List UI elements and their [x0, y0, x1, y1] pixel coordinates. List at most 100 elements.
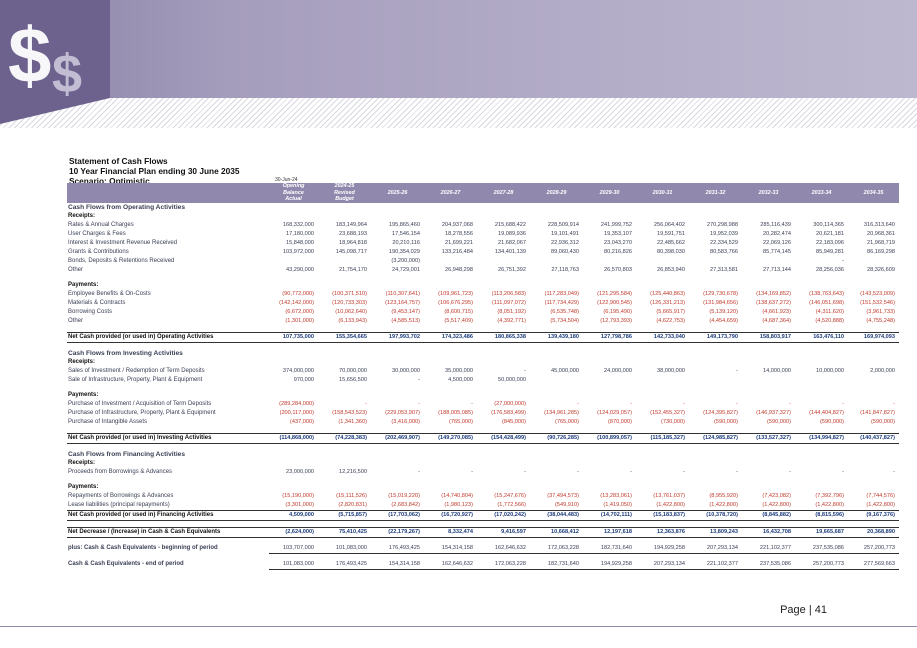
page-banner: $ $	[0, 0, 917, 128]
cell-value: 19,591,751	[657, 231, 685, 237]
row-label: Payments:	[68, 484, 99, 490]
cell-value: (125,440,863)	[650, 291, 685, 297]
cell-value: 221,102,377	[742, 544, 795, 554]
cell-value: (146,937,327)	[756, 410, 791, 416]
cell-value	[848, 391, 899, 400]
cell-value: (111,097,072)	[491, 300, 526, 306]
cell-value	[636, 483, 689, 492]
cell-value: 155,354,665	[318, 332, 371, 343]
row-label: Receipts:	[68, 213, 96, 219]
column-header: 2032-33	[742, 183, 795, 203]
cell-value	[795, 212, 848, 221]
cell-value	[689, 212, 742, 221]
cell-value	[636, 203, 689, 212]
cell-value: 20,210,116	[392, 240, 420, 246]
cell-value: (124,985,827)	[689, 433, 742, 444]
cell-value: (1,341,360)	[338, 419, 367, 425]
table-row: Materials & Contracts (142,142,000) (120,7…	[67, 299, 899, 308]
column-header-line: 2027-28	[493, 189, 514, 196]
cell-value: (146,051,698)	[809, 300, 844, 306]
cell-value: (3,301,000)	[285, 502, 314, 508]
row-label: Purchase of Investment / Acquisition of …	[68, 401, 212, 407]
cell-value: (188,005,085)	[438, 410, 473, 416]
cell-value: 228,509,914	[547, 222, 579, 228]
cell-value: (549,910)	[555, 502, 579, 508]
cell-value	[318, 358, 371, 367]
cell-value: (5,139,120)	[709, 309, 738, 315]
table-row: Proceeds from Borrowings & Advances 23,00…	[67, 468, 899, 477]
column-header: 2024-25 Revised Budget	[318, 183, 371, 203]
cell-value: (6,672,000)	[285, 309, 314, 315]
cell-value: 103,707,000	[269, 544, 318, 554]
cell-value: (1,980,123)	[444, 502, 473, 508]
cell-value	[269, 358, 318, 367]
cell-value: (845,000)	[502, 419, 526, 425]
cell-value	[689, 257, 742, 266]
cell-value: 19,101,491	[551, 231, 579, 237]
svg-text:$: $	[52, 44, 82, 98]
column-header: 2027-28	[477, 183, 530, 203]
cell-value: 237,535,086	[795, 544, 848, 554]
cell-value: -	[577, 401, 579, 407]
row-label: Grants & Contributions	[68, 249, 129, 255]
cell-value	[742, 391, 795, 400]
cell-value	[636, 376, 689, 385]
cell-value: 45,000,000	[551, 368, 579, 374]
cell-value: 12,197,618	[583, 527, 636, 538]
cell-value: 195,865,460	[388, 222, 420, 228]
cell-value: 221,102,377	[689, 560, 742, 570]
cell-value: (4,622,753)	[656, 318, 685, 324]
cell-value	[742, 376, 795, 385]
cell-value	[583, 203, 636, 212]
cell-value: 176,493,425	[371, 544, 424, 554]
cell-value	[848, 281, 899, 290]
table-row: Cash Flows from Financing Activities	[67, 450, 899, 459]
cell-value: (3,961,733)	[866, 309, 895, 315]
cell-value	[318, 391, 371, 400]
cell-value: (289,284,000)	[279, 401, 314, 407]
cell-value	[424, 521, 477, 528]
logo-panel	[0, 0, 110, 98]
cell-value: 168,332,000	[282, 222, 314, 228]
cell-value: (100,899,057)	[583, 433, 636, 444]
cell-value: -	[471, 401, 473, 407]
cell-value: (8,955,920)	[709, 493, 738, 499]
cell-value: (1,422,800)	[866, 502, 895, 508]
plan-title: 10 Year Financial Plan ending 30 June 20…	[69, 166, 240, 176]
page-number: Page | 41	[780, 604, 827, 616]
cell-value: (152,455,327)	[650, 410, 685, 416]
row-label: Cash Flows from Operating Activities	[68, 204, 186, 211]
cell-value: 20,282,474	[763, 231, 791, 237]
cell-value: 241,999,752	[600, 222, 632, 228]
cell-value: -	[842, 469, 844, 475]
cell-value: (15,190,000)	[282, 493, 314, 499]
cell-value	[269, 391, 318, 400]
cell-value: (200,117,000)	[279, 410, 314, 416]
row-label: Net Cash provided (or used in) Operating…	[67, 332, 269, 343]
cell-value: -	[524, 469, 526, 475]
cell-value: (122,900,545)	[597, 300, 632, 306]
cell-value	[583, 483, 636, 492]
cell-value	[477, 391, 530, 400]
row-label: Interest & Investment Revenue Received	[68, 240, 178, 246]
cell-value	[689, 391, 742, 400]
column-header-line: 2034-35	[863, 189, 884, 196]
column-header-line: 2025-26	[387, 189, 408, 196]
cell-value	[530, 281, 583, 290]
table-row: Net Cash provided (or used in) Financing…	[67, 510, 899, 521]
svg-text:$: $	[8, 11, 51, 98]
table-row: Rates & Annual Charges 168,332,000 183,149…	[67, 221, 899, 230]
cell-value: -	[789, 469, 791, 475]
cell-value: 38,000,000	[657, 368, 685, 374]
column-header: 2030-31	[636, 183, 689, 203]
cell-value	[424, 257, 477, 266]
cell-value: -	[630, 469, 632, 475]
cell-value: 22,183,096	[816, 240, 844, 246]
cell-value: (9,167,376)	[848, 510, 899, 521]
cell-value: (134,169,852)	[756, 291, 791, 297]
cell-value: 215,688,422	[494, 222, 526, 228]
cell-value: (17,020,242)	[477, 510, 530, 521]
cell-value	[848, 521, 899, 528]
cell-value: 26,853,940	[657, 267, 685, 273]
cell-value: 21,968,719	[867, 240, 895, 246]
